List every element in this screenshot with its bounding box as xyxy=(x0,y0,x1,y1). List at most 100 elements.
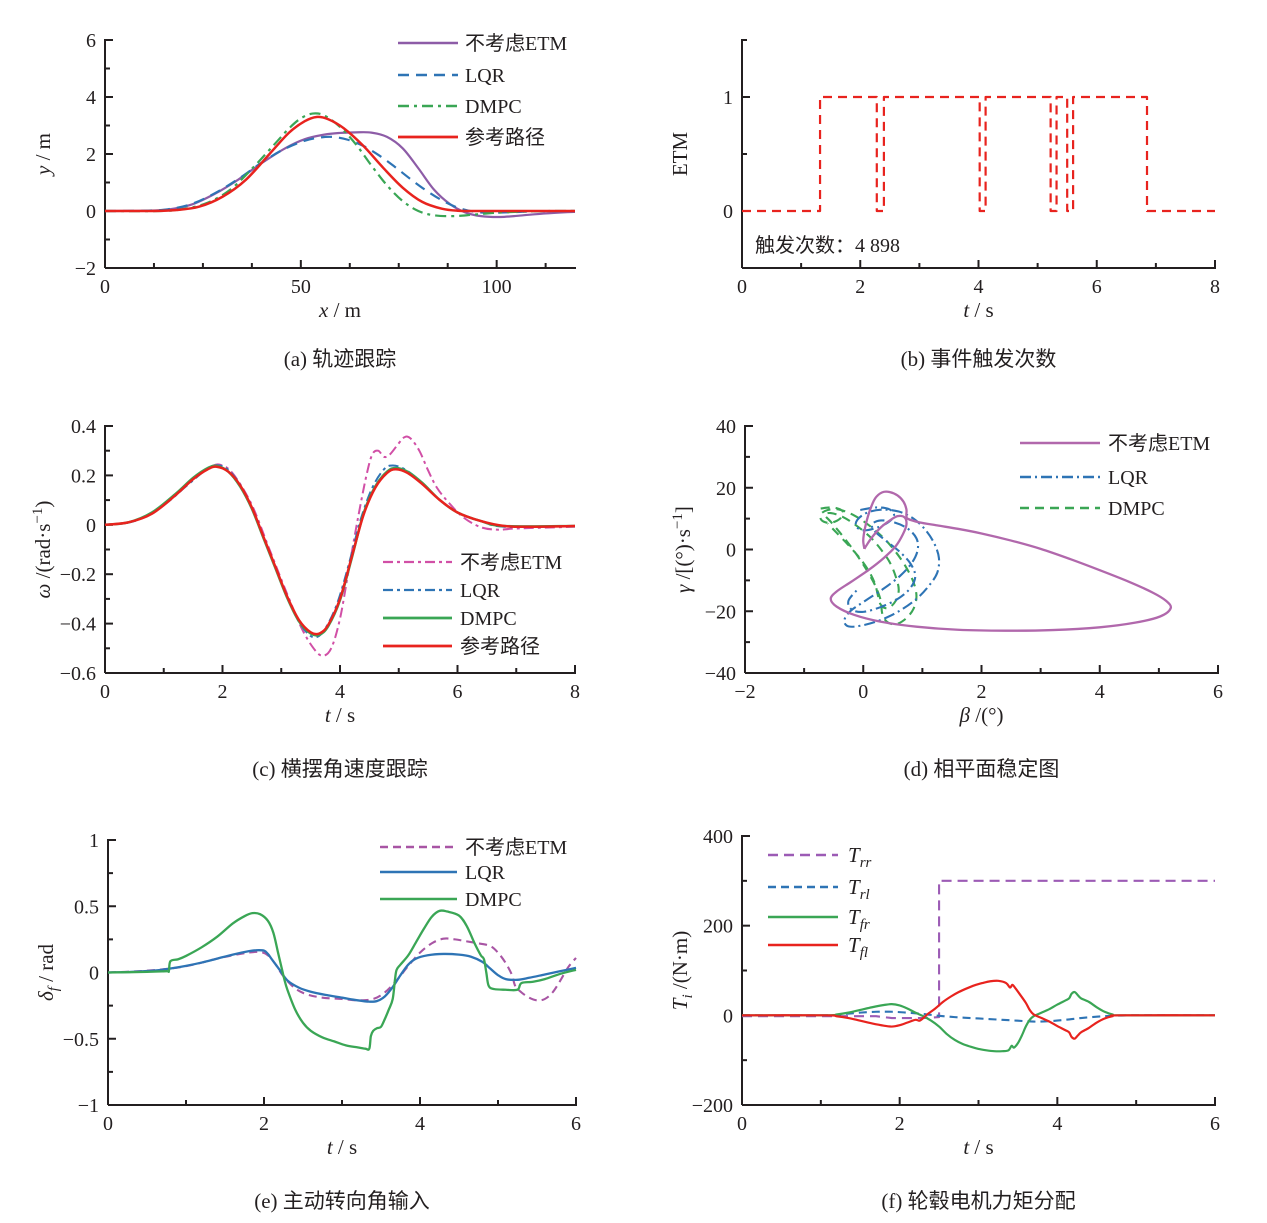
x-axis-label: x / m xyxy=(318,298,361,322)
svg-text:0: 0 xyxy=(89,963,99,985)
svg-text:4: 4 xyxy=(1052,1113,1062,1135)
series-group xyxy=(741,879,1216,1053)
legend-label-lqr: LQR xyxy=(460,580,501,602)
svg-text:−200: −200 xyxy=(692,1095,733,1117)
series-f-trr xyxy=(742,879,1215,1020)
svg-text:−1: −1 xyxy=(78,1095,99,1117)
legend-label-noetm: 不考虑ETM xyxy=(1108,432,1210,455)
legend-label-lqr: LQR xyxy=(465,65,506,87)
svg-text:0: 0 xyxy=(737,1113,747,1135)
svg-text:6: 6 xyxy=(453,681,463,703)
subplot-e: 0 2 4 6 1 0.5 0 −0.5 −1 t / s δf / rad 不考虑ETM LQR DMP… xyxy=(0,790,633,1223)
series-b-etm xyxy=(742,95,1215,213)
series-a-ref xyxy=(104,115,576,213)
series-a-lqr xyxy=(104,135,576,214)
svg-text:−0.4: −0.4 xyxy=(60,614,96,636)
svg-text:4: 4 xyxy=(974,276,984,298)
caption-a: (a) 轨迹跟踪 xyxy=(283,347,397,371)
svg-text:0: 0 xyxy=(100,276,110,298)
svg-text:6: 6 xyxy=(571,1113,581,1135)
subplot-d: −2 0 2 4 6 40 20 0 −20 −40 β /(°) γ /[(°)·s−1] 不考虑ET… xyxy=(633,380,1267,790)
svg-text:4: 4 xyxy=(335,681,345,703)
svg-text:−2: −2 xyxy=(734,681,755,703)
svg-text:0: 0 xyxy=(86,515,96,537)
axes xyxy=(744,425,1219,674)
y-axis-label: γ /[(°)·s−1] xyxy=(670,506,695,593)
svg-text:0: 0 xyxy=(737,276,747,298)
svg-text:8: 8 xyxy=(570,681,580,703)
svg-text:8: 8 xyxy=(1210,276,1220,298)
legend-label-noetm: 不考虑ETM xyxy=(465,836,567,859)
legend: 不考虑ETM LQR DMPC xyxy=(380,836,567,911)
series-group xyxy=(742,95,1215,213)
series-e-lqr xyxy=(107,949,577,1003)
legend-label-dmpc: DMPC xyxy=(1108,498,1165,520)
svg-text:0: 0 xyxy=(86,201,96,223)
svg-text:−0.2: −0.2 xyxy=(60,564,96,586)
series-e-dmpc xyxy=(107,909,577,1051)
legend-label-dmpc: DMPC xyxy=(460,608,517,630)
svg-text:4: 4 xyxy=(415,1113,425,1135)
legend: 不考虑ETM LQR DMPC 参考路径 xyxy=(383,551,562,658)
y-axis-label: ω /(rad·s−1) xyxy=(30,501,55,599)
chart-b-canvas: 0 2 4 6 8 0 1 t / s ETM 触发次数：4 898 xyxy=(668,39,1220,322)
trigger-count-annotation: 触发次数：4 898 xyxy=(755,234,900,257)
x-axis-label: t / s xyxy=(963,298,993,322)
svg-text:0: 0 xyxy=(723,1005,733,1027)
series-c-ref xyxy=(104,465,576,636)
tick-labels: 0 2 4 6 8 0.4 0.2 0 −0.2 −0.4 −0.6 xyxy=(60,416,580,703)
svg-text:50: 50 xyxy=(291,276,311,298)
legend-label-trl: Trl xyxy=(848,875,870,903)
series-group xyxy=(107,909,577,1051)
x-axis-label: β /(°) xyxy=(959,703,1004,727)
series-f-tfl xyxy=(741,979,1216,1040)
legend-label-tfl: Tfl xyxy=(848,933,868,961)
caption-f: (f) 轮毂电机力矩分配 xyxy=(881,1189,1076,1213)
svg-text:400: 400 xyxy=(703,826,733,848)
legend-label-dmpc: DMPC xyxy=(465,96,522,118)
series-d-noetm xyxy=(829,490,1173,632)
caption-d: (d) 相平面稳定图 xyxy=(903,757,1060,781)
y-axis-label: y / m xyxy=(31,133,55,177)
y-axis-label: δf / rad xyxy=(34,943,62,1001)
legend-label-lqr: LQR xyxy=(465,862,506,884)
svg-text:0: 0 xyxy=(726,540,736,562)
svg-text:−20: −20 xyxy=(705,601,736,623)
svg-text:6: 6 xyxy=(1092,276,1102,298)
legend-label-noetm: 不考虑ETM xyxy=(460,551,562,574)
chart-e-canvas: 0 2 4 6 1 0.5 0 −0.5 −1 t / s δf / rad 不考虑ETM LQR DMP… xyxy=(34,830,581,1159)
svg-text:2: 2 xyxy=(86,144,96,166)
caption-b: (b) 事件触发次数 xyxy=(900,347,1057,371)
legend: 不考虑ETM LQR DMPC xyxy=(1020,432,1210,520)
svg-text:6: 6 xyxy=(1210,1113,1220,1135)
svg-text:100: 100 xyxy=(482,276,512,298)
svg-text:−2: −2 xyxy=(75,258,96,280)
svg-text:0: 0 xyxy=(858,681,868,703)
svg-text:0: 0 xyxy=(103,1113,113,1135)
subplot-f: 0 2 4 6 400 200 0 −200 t / s Ti /(N·m) Trr Trl Tfr Tf… xyxy=(633,790,1267,1223)
svg-text:−40: −40 xyxy=(705,663,736,685)
svg-text:200: 200 xyxy=(703,916,733,938)
svg-text:2: 2 xyxy=(259,1113,269,1135)
svg-text:2: 2 xyxy=(855,276,865,298)
svg-text:4: 4 xyxy=(1095,681,1105,703)
svg-text:40: 40 xyxy=(716,416,736,438)
svg-text:6: 6 xyxy=(1213,681,1223,703)
tick-labels: 0 2 4 6 8 0 1 xyxy=(723,87,1220,298)
axes xyxy=(104,425,576,674)
series-group xyxy=(104,435,576,657)
svg-text:2: 2 xyxy=(218,681,228,703)
y-axis-label: ETM xyxy=(668,132,692,177)
svg-text:−0.5: −0.5 xyxy=(63,1029,99,1051)
svg-text:6: 6 xyxy=(86,30,96,52)
series-d-lqr xyxy=(843,506,941,628)
svg-text:2: 2 xyxy=(895,1113,905,1135)
caption-c: (c) 横摆角速度跟踪 xyxy=(252,757,428,781)
svg-text:−0.6: −0.6 xyxy=(60,663,96,685)
chart-c-canvas: 0 2 4 6 8 0.4 0.2 0 −0.2 −0.4 −0.6 t / s ω /(rad·s−1… xyxy=(30,416,580,727)
